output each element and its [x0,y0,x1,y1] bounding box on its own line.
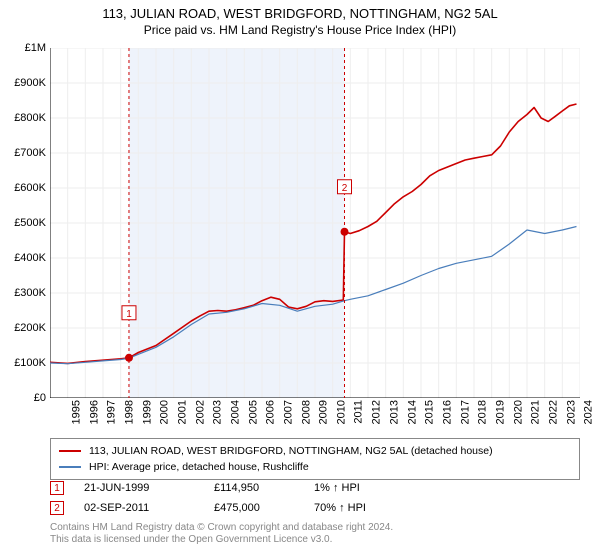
legend-label: 113, JULIAN ROAD, WEST BRIDGFORD, NOTTIN… [89,445,493,457]
x-tick-label: 2020 [512,400,524,424]
chart-area: 12 £0£100K£200K£300K£400K£500K£600K£700K… [50,48,580,398]
legend: 113, JULIAN ROAD, WEST BRIDGFORD, NOTTIN… [50,438,580,480]
transaction-price: £114,950 [214,482,314,494]
y-tick-label: £500K [14,217,46,229]
y-tick-label: £300K [14,287,46,299]
x-tick-label: 2003 [212,400,224,424]
x-tick-label: 2024 [583,400,595,424]
x-tick-label: 2001 [176,400,188,424]
title-block: 113, JULIAN ROAD, WEST BRIDGFORD, NOTTIN… [0,0,600,37]
transaction-pct: 70% ↑ HPI [314,502,404,514]
y-tick-label: £700K [14,147,46,159]
y-tick-label: £100K [14,357,46,369]
legend-swatch [59,466,81,468]
x-tick-label: 2004 [229,400,241,424]
x-tick-label: 2023 [565,400,577,424]
transaction-row: 2 02-SEP-2011£475,00070% ↑ HPI [50,498,580,518]
y-tick-label: £600K [14,182,46,194]
y-tick-label: £900K [14,77,46,89]
x-tick-label: 2008 [300,400,312,424]
x-tick-label: 2014 [406,400,418,424]
transaction-marker: 2 [50,501,64,515]
y-tick-label: £1M [25,42,46,54]
transaction-date: 21-JUN-1999 [84,482,214,494]
y-tick-label: £0 [34,392,46,404]
x-tick-label: 2009 [318,400,330,424]
footer-line-1: Contains HM Land Registry data © Crown c… [50,522,580,534]
x-tick-label: 2010 [335,400,347,424]
transaction-date: 02-SEP-2011 [84,502,214,514]
svg-text:1: 1 [126,309,132,320]
transaction-price: £475,000 [214,502,314,514]
x-tick-label: 1996 [88,400,100,424]
x-tick-label: 2007 [282,400,294,424]
transaction-pct: 1% ↑ HPI [314,482,404,494]
x-tick-label: 1997 [106,400,118,424]
x-tick-label: 1999 [141,400,153,424]
x-tick-label: 2000 [159,400,171,424]
x-tick-label: 2013 [388,400,400,424]
legend-swatch [59,450,81,452]
svg-text:2: 2 [342,183,348,194]
footer-line-2: This data is licensed under the Open Gov… [50,534,580,546]
x-tick-label: 2021 [530,400,542,424]
x-tick-label: 2002 [194,400,206,424]
legend-label: HPI: Average price, detached house, Rush… [89,461,309,473]
transaction-table: 1 21-JUN-1999£114,9501% ↑ HPI 2 02-SEP-2011… [50,478,580,518]
legend-row: HPI: Average price, detached house, Rush… [59,459,571,475]
y-tick-label: £200K [14,322,46,334]
y-tick-label: £400K [14,252,46,264]
chart-svg: 12 [50,48,580,398]
page-subtitle: Price paid vs. HM Land Registry's House … [0,23,600,37]
x-tick-label: 2015 [424,400,436,424]
x-tick-label: 2019 [494,400,506,424]
chart-container: 113, JULIAN ROAD, WEST BRIDGFORD, NOTTIN… [0,0,600,560]
page-title: 113, JULIAN ROAD, WEST BRIDGFORD, NOTTIN… [0,6,600,21]
x-tick-label: 2011 [352,400,364,424]
x-tick-label: 2005 [247,400,259,424]
x-tick-label: 2012 [371,400,383,424]
transaction-row: 1 21-JUN-1999£114,9501% ↑ HPI [50,478,580,498]
footer-attribution: Contains HM Land Registry data © Crown c… [50,522,580,546]
x-tick-label: 1995 [70,400,82,424]
transaction-marker: 1 [50,481,64,495]
x-tick-label: 2018 [477,400,489,424]
x-tick-label: 2022 [547,400,559,424]
x-tick-label: 1998 [123,400,135,424]
y-tick-label: £800K [14,112,46,124]
x-tick-label: 2017 [459,400,471,424]
x-tick-label: 2006 [265,400,277,424]
legend-row: 113, JULIAN ROAD, WEST BRIDGFORD, NOTTIN… [59,443,571,459]
x-tick-label: 2016 [441,400,453,424]
